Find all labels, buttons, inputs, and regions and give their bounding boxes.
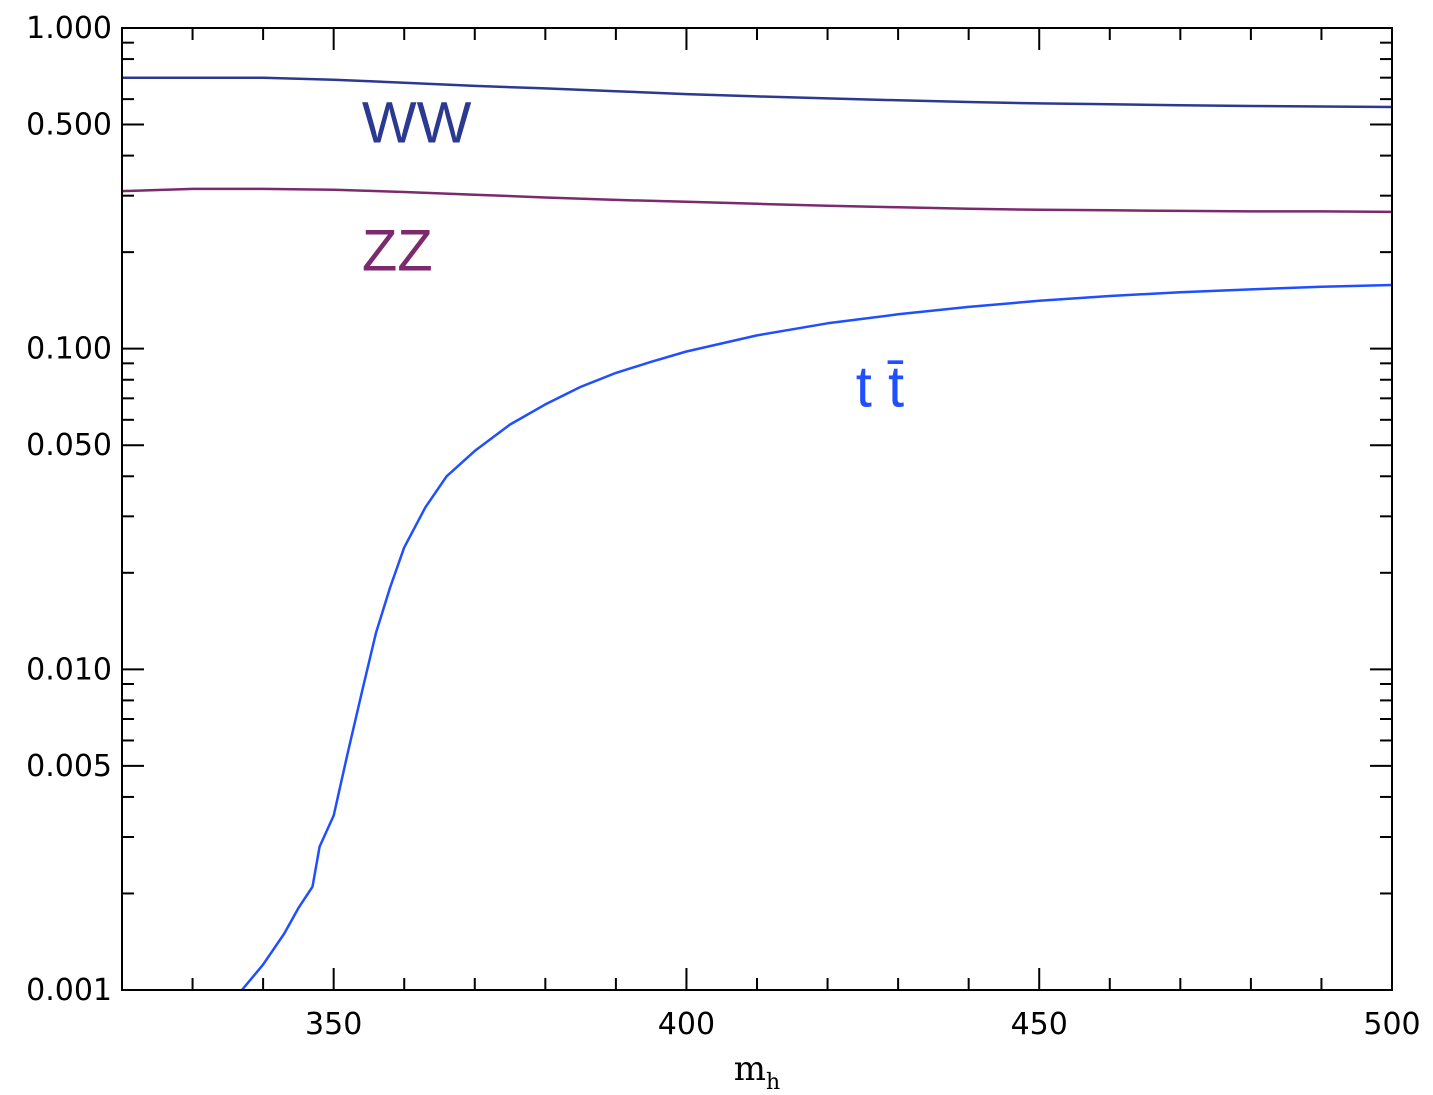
series-line-1 — [122, 189, 1392, 212]
x-axis-title-main: m — [734, 1049, 766, 1089]
series-line-2 — [242, 285, 1392, 990]
y-tick-label: 0.100 — [26, 332, 112, 367]
series-label-1: ZZ — [362, 219, 433, 284]
y-tick-label: 0.010 — [26, 652, 112, 687]
x-tick-label: 450 — [1011, 1007, 1068, 1042]
series-line-0 — [122, 78, 1392, 107]
series-label-0: WW — [362, 90, 472, 155]
ticks-layer — [122, 28, 1392, 990]
x-axis-title: mh — [734, 1049, 780, 1095]
labels-layer: 350 400 450 500 0.001 0.005 0.010 0.050 0.100 0.5… — [26, 11, 1421, 1042]
y-tick-label: 0.050 — [26, 428, 112, 463]
y-tick-label: 0.005 — [26, 749, 112, 784]
x-tick-label: 400 — [658, 1007, 715, 1042]
plot-frame — [122, 28, 1392, 990]
y-tick-label: 0.001 — [26, 973, 112, 1008]
series-label-2: t t̄ — [856, 355, 904, 420]
x-tick-label: 500 — [1363, 1007, 1420, 1042]
y-tick-label: 0.500 — [26, 108, 112, 143]
series-layer — [122, 78, 1392, 990]
x-tick-label: 350 — [305, 1007, 362, 1042]
y-tick-label: 1.000 — [26, 11, 112, 46]
x-axis-title-subscript: h — [766, 1070, 780, 1095]
